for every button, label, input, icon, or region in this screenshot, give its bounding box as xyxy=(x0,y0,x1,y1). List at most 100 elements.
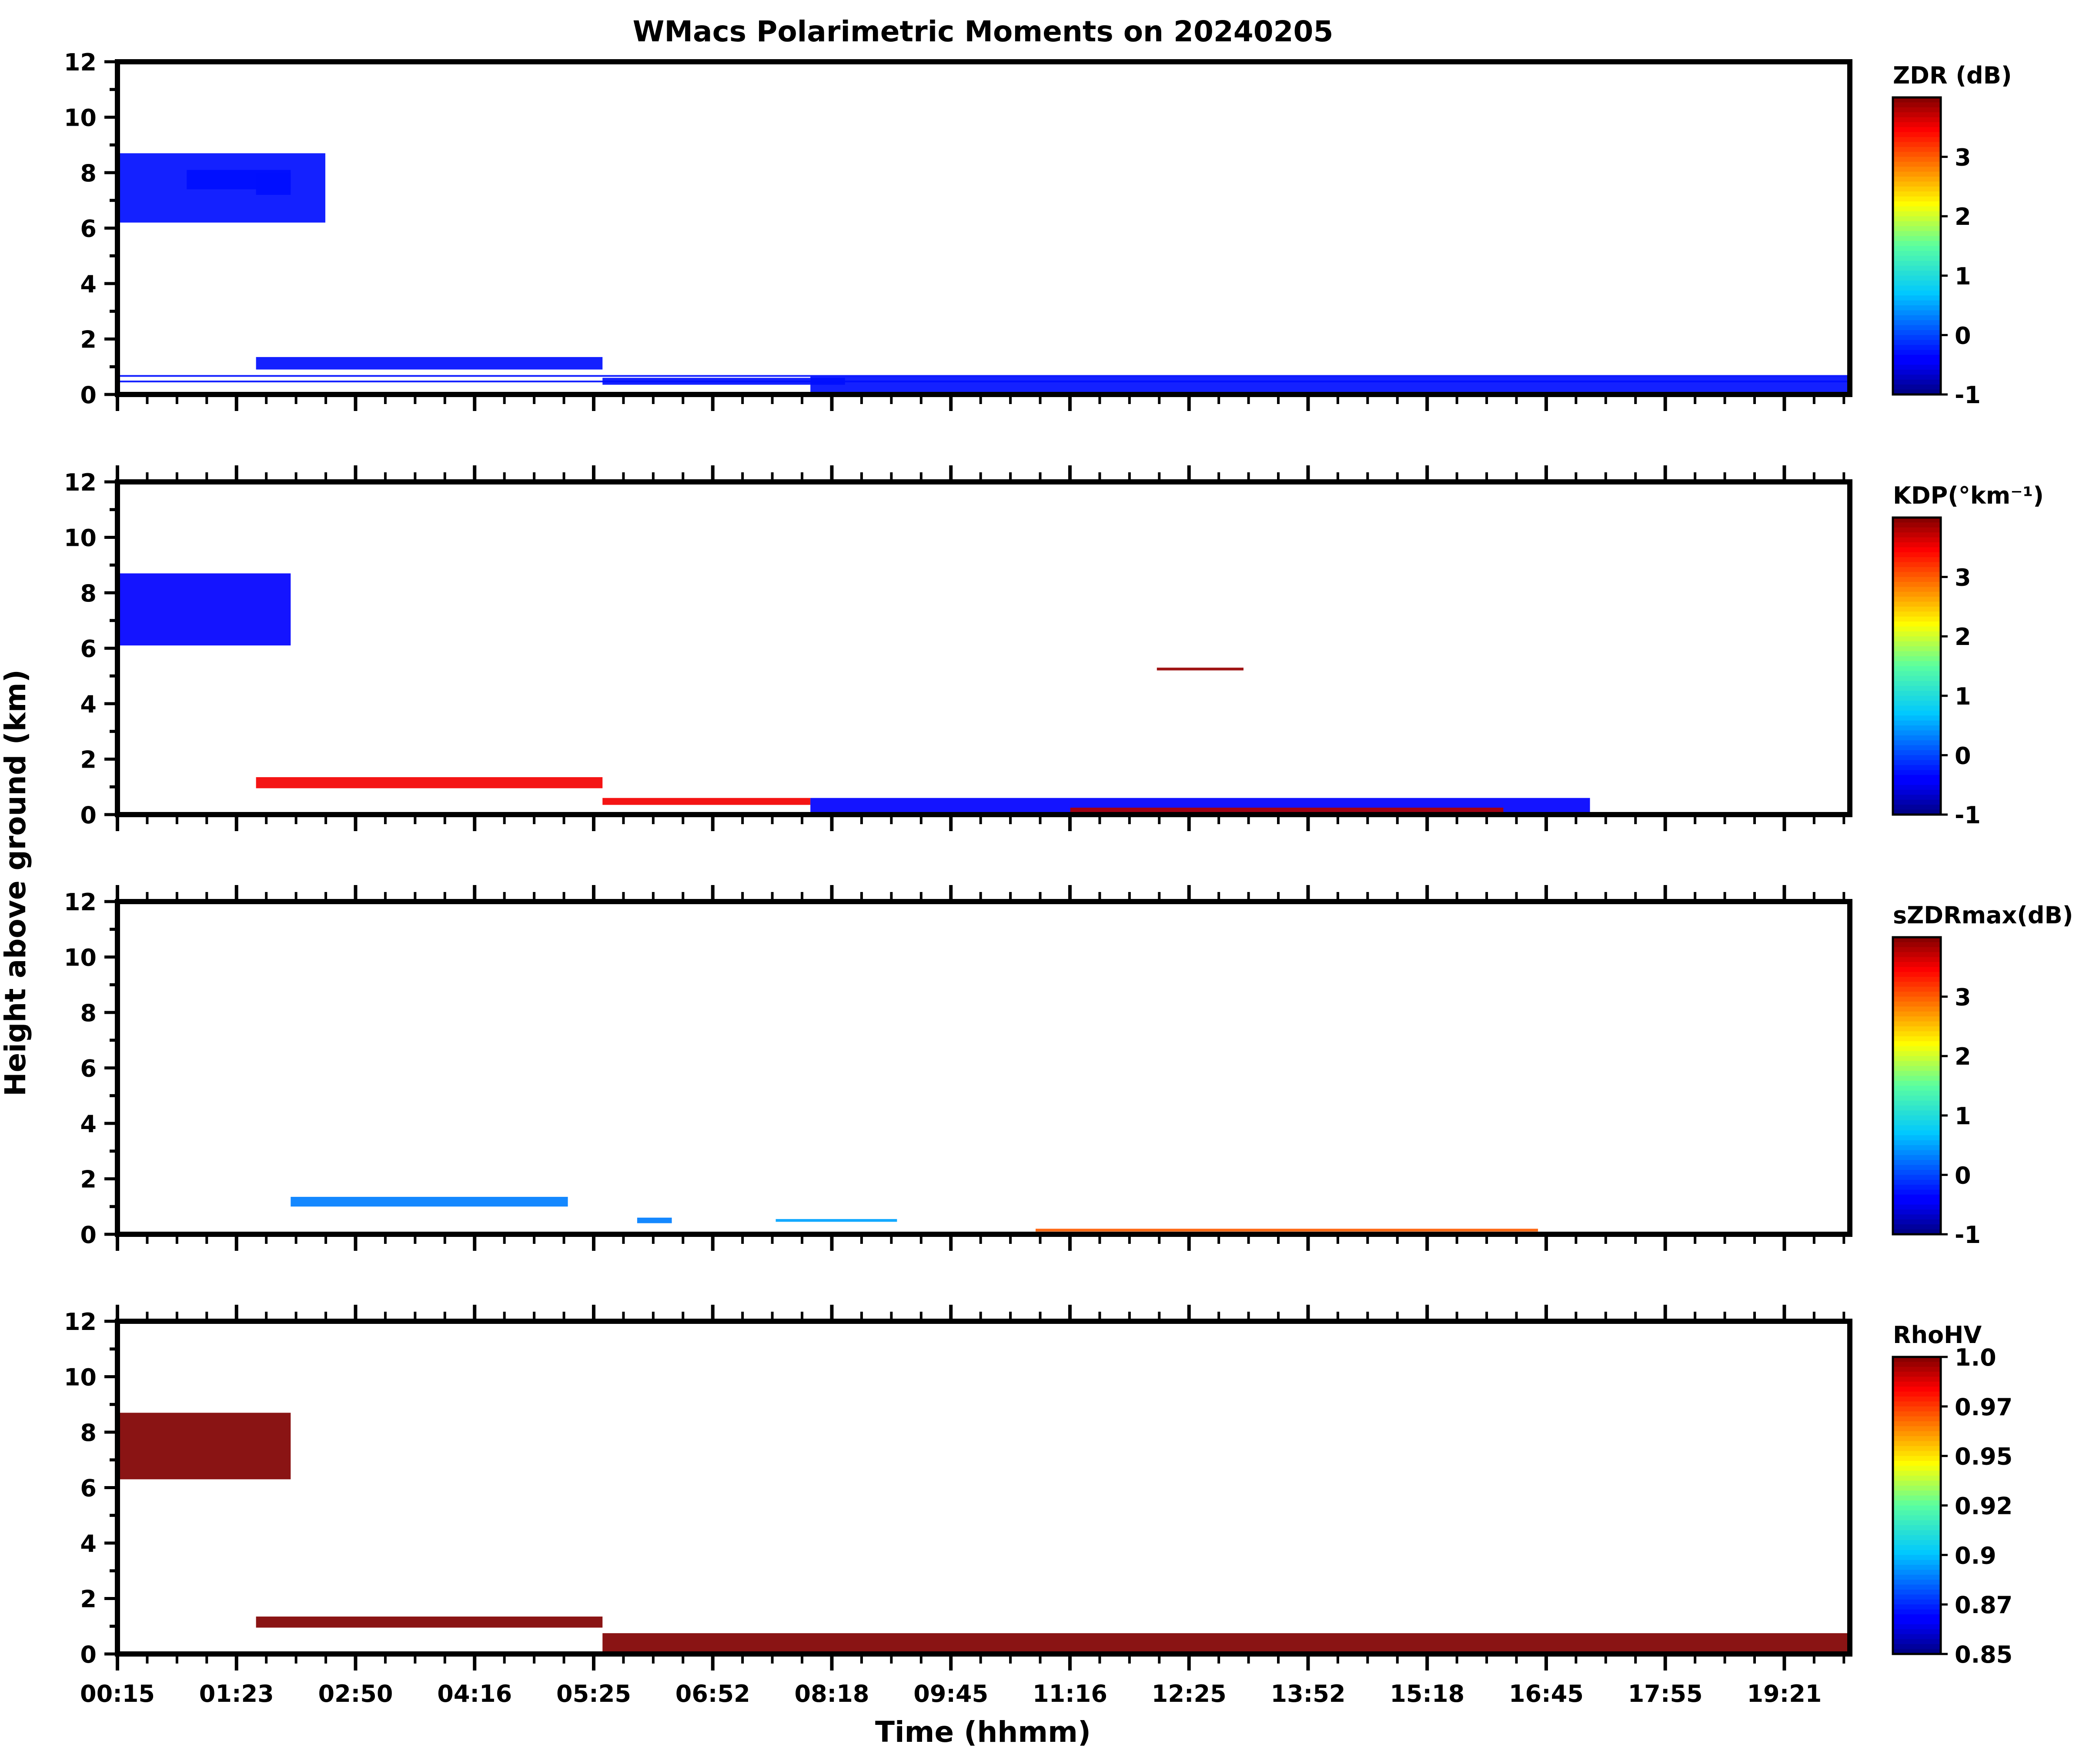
colorbar-segment xyxy=(1893,1436,1941,1442)
colorbar-segment xyxy=(1893,1179,1941,1186)
colorbar-segment xyxy=(1893,740,1941,746)
y-tick-label: 10 xyxy=(64,525,97,552)
colorbar-segment xyxy=(1893,1209,1941,1215)
colorbar-segment xyxy=(1893,1194,1941,1200)
echo-ZDR-6 xyxy=(117,375,1850,377)
axes-frame-KDP xyxy=(115,479,1852,817)
colorbar-label-ZDR: ZDR (dB) xyxy=(1893,62,2012,89)
colorbar-segment xyxy=(1893,1446,1941,1452)
colorbar-segment xyxy=(1893,256,1941,261)
echo-sZDRmax-2 xyxy=(776,1219,897,1222)
colorbar-tick-label: 0.92 xyxy=(1955,1493,2012,1520)
colorbar-segment xyxy=(1893,1614,1941,1620)
colorbar-segment xyxy=(1893,962,1941,968)
colorbar-segment xyxy=(1893,300,1941,306)
colorbar-segment xyxy=(1893,557,1941,563)
colorbar-segment xyxy=(1893,1490,1941,1496)
x-tick-label: 08:18 xyxy=(795,1680,869,1707)
colorbar-segment xyxy=(1893,805,1941,810)
colorbar-segment xyxy=(1893,745,1941,751)
colorbar-segment xyxy=(1893,196,1941,202)
colorbar-segment xyxy=(1893,1011,1941,1017)
colorbar-segment xyxy=(1893,601,1941,607)
colorbar-segment xyxy=(1893,1629,1941,1635)
colorbar-segment xyxy=(1893,1639,1941,1645)
colorbar-tick-label: 0.95 xyxy=(1955,1443,2012,1470)
colorbar-segment xyxy=(1893,1515,1941,1521)
x-tick-label: 02:50 xyxy=(318,1680,393,1707)
colorbar-segment xyxy=(1893,1580,1941,1585)
colorbar-segment xyxy=(1893,1100,1941,1106)
colorbar-segment xyxy=(1893,691,1941,696)
x-tick-label: 00:15 xyxy=(80,1680,155,1707)
colorbar-segment xyxy=(1893,1604,1941,1610)
colorbar-segment xyxy=(1893,1086,1941,1091)
colorbar-segment xyxy=(1893,597,1941,602)
colorbar-segment xyxy=(1893,1555,1941,1560)
colorbar-tick-label: 0 xyxy=(1955,742,1971,769)
colorbar-segment xyxy=(1893,636,1941,642)
colorbar-segment xyxy=(1893,1155,1941,1161)
colorbar-segment xyxy=(1893,1199,1941,1205)
y-tick-label: 4 xyxy=(80,1530,97,1557)
colorbar-segment xyxy=(1893,1401,1941,1407)
colorbar-segment xyxy=(1893,992,1941,997)
colorbar-segment xyxy=(1893,1510,1941,1516)
colorbar-segment xyxy=(1893,1006,1941,1012)
colorbar-segment xyxy=(1893,350,1941,355)
echo-RhoHV-1 xyxy=(256,1616,603,1628)
y-tick-label: 0 xyxy=(80,381,97,409)
colorbar-segment xyxy=(1893,275,1941,281)
colorbar-segment xyxy=(1893,340,1941,346)
colorbar-segment xyxy=(1893,631,1941,637)
colorbar-segment xyxy=(1893,710,1941,716)
colorbar-segment xyxy=(1893,715,1941,721)
colorbar-tick-label: 0.85 xyxy=(1955,1641,2012,1668)
colorbar-segment xyxy=(1893,384,1941,390)
colorbar-label-sZDRmax: sZDRmax(dB) xyxy=(1893,902,2073,929)
colorbar-segment xyxy=(1893,1106,1941,1111)
colorbar-tick-label: 1.0 xyxy=(1955,1344,1996,1371)
y-tick-label: 0 xyxy=(80,802,97,829)
colorbar-segment xyxy=(1893,1584,1941,1590)
y-tick-label: 0 xyxy=(80,1641,97,1668)
colorbar-segment xyxy=(1893,977,1941,982)
colorbar-segment xyxy=(1893,1001,1941,1007)
colorbar-segment xyxy=(1893,1046,1941,1052)
y-tick-label: 6 xyxy=(80,1475,97,1502)
colorbar-segment xyxy=(1893,246,1941,251)
colorbar-segment xyxy=(1893,661,1941,667)
echo-ZDR-7 xyxy=(117,381,1850,383)
echo-KDP-0 xyxy=(117,573,291,646)
colorbar-segment xyxy=(1893,537,1941,543)
x-tick-label: 15:18 xyxy=(1390,1680,1464,1707)
colorbar-segment xyxy=(1893,770,1941,775)
x-tick-label: 01:23 xyxy=(199,1680,274,1707)
colorbar-segment xyxy=(1893,161,1941,167)
colorbar-segment xyxy=(1893,947,1941,953)
colorbar-segment xyxy=(1893,281,1941,286)
colorbar-segment xyxy=(1893,206,1941,212)
y-tick-label: 10 xyxy=(64,104,97,132)
colorbar-segment xyxy=(1893,216,1941,222)
y-tick-label: 8 xyxy=(80,160,97,187)
colorbar-segment xyxy=(1893,107,1941,113)
colorbar-segment xyxy=(1893,656,1941,662)
colorbar-segment xyxy=(1893,1115,1941,1121)
colorbar-segment xyxy=(1893,957,1941,962)
colorbar-segment xyxy=(1893,167,1941,172)
colorbar-segment xyxy=(1893,621,1941,627)
x-tick-label: 12:25 xyxy=(1152,1680,1227,1707)
colorbar-segment xyxy=(1893,295,1941,301)
colorbar-segment xyxy=(1893,1574,1941,1580)
colorbar-segment xyxy=(1893,606,1941,612)
colorbar-tick-label: 2 xyxy=(1955,623,1971,651)
echo-KDP-4 xyxy=(1070,808,1504,813)
colorbar-tick-label: -1 xyxy=(1955,1221,1981,1249)
y-tick-label: 4 xyxy=(80,691,97,718)
colorbar-segment xyxy=(1893,241,1941,247)
colorbar-segment xyxy=(1893,345,1941,351)
colorbar-segment xyxy=(1893,790,1941,795)
colorbar-segment xyxy=(1893,562,1941,568)
y-tick-label: 2 xyxy=(80,1166,97,1193)
